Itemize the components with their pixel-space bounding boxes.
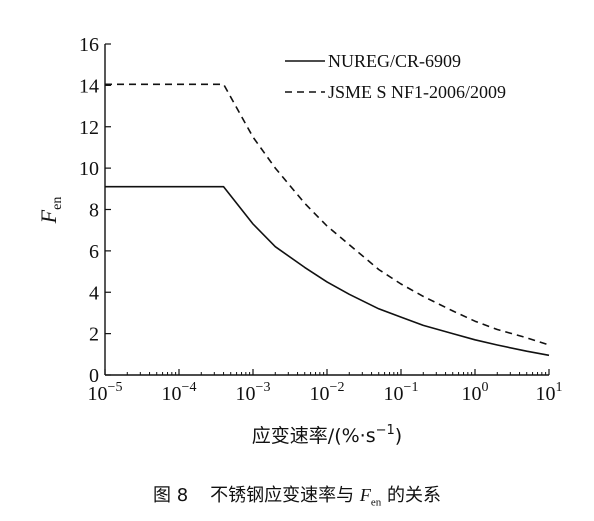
y-tick-label: 14: [79, 75, 99, 97]
ticks: 0 2 4 6 8 10 12 14 16 10−5 10−4 10−3 10−2 10−1 100 101: [79, 34, 563, 405]
axis-labels: Fen 应变速率/(%·s−1): [36, 197, 402, 447]
caption-symbol-sub: en: [370, 496, 382, 509]
y-tick-label: 12: [79, 117, 99, 139]
y-tick-label: 10: [79, 158, 99, 180]
y-tick-label: 8: [89, 200, 99, 222]
caption-text-after: 的关系: [381, 485, 442, 506]
x-axis-label: 应变速率/(%·s−1): [252, 423, 402, 447]
x-tick-label: 101: [536, 380, 563, 405]
series-line-nureg-cr-6909: [105, 185, 550, 357]
x-tick-label: 10−1: [384, 380, 419, 405]
y-axis-label: Fen: [36, 197, 65, 225]
x-tick-label: 10−4: [162, 380, 197, 405]
x-tick-label: 10−3: [236, 380, 271, 405]
figure-number: 图 8: [152, 485, 189, 506]
caption-symbol: Fen: [359, 485, 381, 509]
x-tick-label: 100: [462, 380, 489, 405]
caption-symbol-main: F: [359, 485, 371, 505]
y-tick-label: 16: [79, 34, 99, 56]
y-tick-label: 2: [89, 324, 99, 346]
y-tick-label: 6: [89, 241, 99, 263]
x-tick-label: 10−2: [310, 380, 345, 405]
figure-caption: 图 8 不锈钢应变速率与 Fen 的关系: [0, 481, 594, 509]
legend: NUREG/CR-6909 JSME S NF1-2006/2009: [285, 51, 506, 102]
series-lines: [105, 83, 550, 357]
y-tick-label: 0: [89, 365, 99, 387]
series-line-jsme-s-nf1-2006-2009: [105, 83, 550, 346]
x-tick-label: 10−5: [88, 380, 123, 405]
legend-label: JSME S NF1-2006/2009: [328, 82, 506, 102]
y-tick-label: 4: [89, 282, 99, 304]
legend-label: NUREG/CR-6909: [328, 51, 461, 71]
caption-text-before: 不锈钢应变速率与: [210, 485, 360, 506]
